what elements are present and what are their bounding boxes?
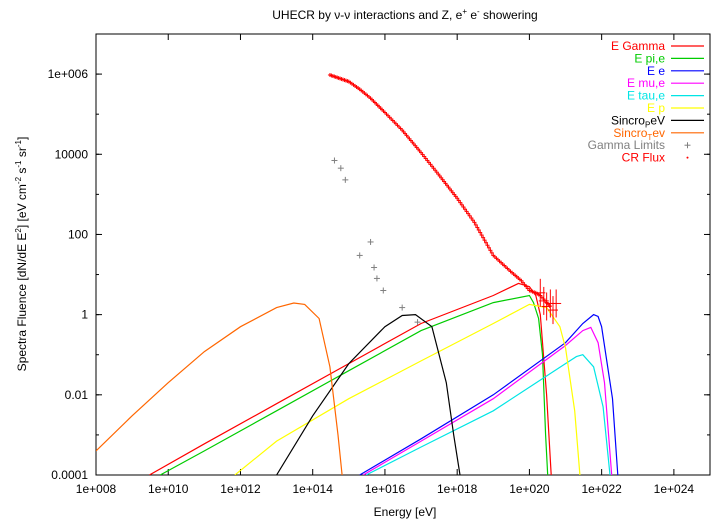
cr-flux-point xyxy=(486,245,491,250)
legend-item: E p xyxy=(647,101,704,115)
series-line-e-p xyxy=(234,303,581,475)
legend-label: E pi,e xyxy=(634,51,665,65)
legend-item: SincroTev xyxy=(613,126,704,142)
x-tick-label: 1e+020 xyxy=(509,482,550,496)
legend-label: Gamma Limits xyxy=(588,138,665,152)
series-line-e-pi-e xyxy=(159,294,549,475)
x-tick-label: 1e+018 xyxy=(437,482,478,496)
cr-flux-point xyxy=(461,205,466,210)
cr-flux-point xyxy=(489,250,494,255)
legend-label: E tau,e xyxy=(627,89,665,103)
gamma-limit-point xyxy=(367,238,374,245)
cr-flux-point xyxy=(481,235,486,240)
gamma-limit-point xyxy=(373,275,380,282)
cr-flux-point xyxy=(464,209,469,214)
cr-flux-point xyxy=(472,220,477,225)
cr-flux-point xyxy=(479,233,484,238)
x-tick-label: 1e+022 xyxy=(581,482,622,496)
y-tick-label: 0.0001 xyxy=(51,468,88,482)
legend-label: E p xyxy=(647,101,665,115)
cr-flux-errorbar xyxy=(551,289,562,318)
x-tick-label: 1e+010 xyxy=(148,482,189,496)
x-tick-label: 1e+024 xyxy=(654,482,695,496)
gamma-limit-point xyxy=(399,304,406,311)
gamma-limit-point xyxy=(414,319,421,326)
y-tick-label: 1 xyxy=(81,308,88,322)
series-line-sincro-ev xyxy=(276,313,461,475)
legend-item: SincroPeV xyxy=(611,113,704,129)
cr-flux-point xyxy=(467,213,472,218)
y-tick-label: 10000 xyxy=(55,147,89,161)
gamma-limit-point xyxy=(380,287,387,294)
cr-flux-point xyxy=(469,215,474,220)
cr-flux-point xyxy=(459,202,464,207)
series-group xyxy=(96,72,619,475)
cr-flux-point xyxy=(476,228,481,233)
cr-flux-point xyxy=(463,207,468,212)
legend-label: E e xyxy=(647,64,665,78)
gamma-limit-point xyxy=(331,157,338,164)
legend-label: SincroPeV xyxy=(611,113,665,129)
x-axis-label: Energy [eV] xyxy=(374,505,437,519)
cr-flux-point xyxy=(473,222,478,227)
cr-flux-point xyxy=(455,196,460,201)
legend-item: E Gamma xyxy=(611,39,704,53)
cr-flux-point xyxy=(478,230,483,235)
cr-flux-point xyxy=(470,218,475,223)
cr-flux-point xyxy=(485,243,490,248)
y-tick-label: 0.01 xyxy=(65,388,89,402)
x-axis-ticks: 1e+008 1e+010 1e+012 1e+014 1e+016 1e+018 1e+0… xyxy=(76,34,695,496)
cr-flux-point xyxy=(547,303,552,308)
legend-item: E pi,e xyxy=(634,51,704,65)
gamma-limit-point xyxy=(356,252,363,259)
cr-flux-point xyxy=(475,225,480,230)
cr-flux-point xyxy=(458,200,463,205)
legend-label: CR Flux xyxy=(622,151,665,165)
gamma-limit-point xyxy=(337,165,344,172)
plot-frame xyxy=(95,33,711,476)
legend-item: E tau,e xyxy=(627,89,704,103)
legend-swatch xyxy=(686,156,689,159)
series-line-e-mu-e xyxy=(362,326,613,475)
legend-label: E mu,e xyxy=(627,76,665,90)
series-line-sincro-ev xyxy=(96,302,343,475)
series-line-e-e xyxy=(359,313,619,475)
x-tick-label: 1e+014 xyxy=(293,482,334,496)
x-tick-label: 1e+008 xyxy=(76,482,117,496)
legend-item: E mu,e xyxy=(627,76,704,90)
legend-item: CR Flux xyxy=(622,151,689,165)
cr-flux-point xyxy=(484,240,489,245)
legend-label: SincroTev xyxy=(613,126,665,142)
y-axis-ticks: 0.0001 0.01 1 100 10000 1e+006 xyxy=(48,33,710,482)
legend-item: E e xyxy=(647,64,704,78)
cr-flux-point xyxy=(466,211,471,216)
cr-flux-point xyxy=(488,248,493,253)
gamma-limit-point xyxy=(342,176,349,183)
x-tick-label: 1e+016 xyxy=(365,482,406,496)
cr-flux-point xyxy=(482,238,487,243)
legend-label: E Gamma xyxy=(611,39,665,53)
legend-item: Gamma Limits xyxy=(588,138,691,152)
y-tick-label: 100 xyxy=(68,227,88,241)
y-axis-label: Spectra Fluence [dN/dE E2] [eV cm-2 s-1 … xyxy=(14,137,29,372)
chart-title: UHECR by ν-ν interactions and Z, e+ e- s… xyxy=(272,7,537,22)
x-tick-label: 1e+012 xyxy=(220,482,261,496)
series-line-e-gamma xyxy=(149,282,552,475)
series-line-e-tau-e xyxy=(365,354,611,475)
y-tick-label: 1e+006 xyxy=(48,67,89,81)
cr-flux-point xyxy=(456,198,461,203)
gamma-limit-point xyxy=(371,264,378,271)
